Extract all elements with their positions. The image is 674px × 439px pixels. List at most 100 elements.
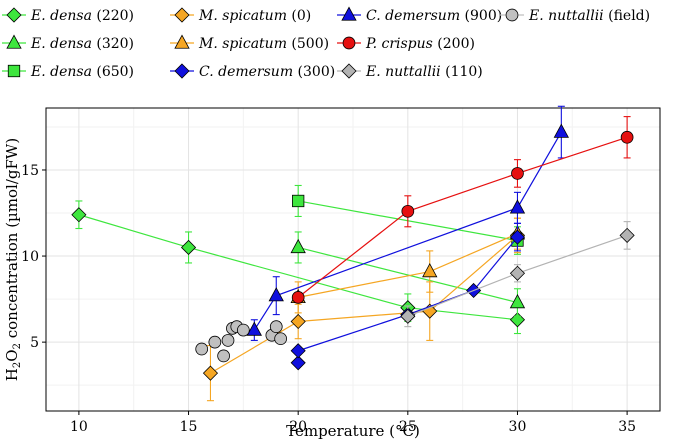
data-point <box>292 194 305 208</box>
legend-item: P. crispus (200) <box>337 36 475 52</box>
axis-ticks: 10 15 20 25 30 35 5 10 15 <box>21 163 636 435</box>
legend-item: E. densa (220) <box>2 7 134 24</box>
data-point <box>202 365 219 381</box>
legend-species: E. densa <box>30 64 92 80</box>
legend-label: M. spicatum (500) <box>198 36 329 52</box>
legend-param: (320) <box>92 36 134 52</box>
legend-param: (110) <box>441 64 483 80</box>
series-6 <box>246 105 569 341</box>
data-point <box>291 291 305 304</box>
legend-label: P. crispus (200) <box>365 36 475 52</box>
legend-marker <box>174 63 190 79</box>
x-tick-label: 10 <box>70 419 88 435</box>
data-point <box>509 199 526 214</box>
data-point <box>401 204 415 218</box>
data-point <box>290 238 306 254</box>
data-point <box>509 293 526 309</box>
series-line <box>78 214 518 321</box>
x-tick-label: 20 <box>289 419 307 435</box>
legend-param: (field) <box>604 8 650 24</box>
legend-param: (500) <box>287 36 329 52</box>
legend-species: M. spicatum <box>198 36 287 52</box>
legend-marker <box>341 6 357 21</box>
y-axis-title-o: O <box>3 349 21 361</box>
y-tick-label: 5 <box>30 335 39 351</box>
legend-param: (300) <box>293 64 335 80</box>
legend-param: (900) <box>460 8 502 24</box>
series-layer <box>71 105 635 402</box>
legend-label: E. densa (650) <box>30 64 134 80</box>
legend-label: E. nuttallii (110) <box>365 64 483 80</box>
data-point <box>208 335 222 349</box>
data-point <box>290 343 306 359</box>
legend-marker <box>6 34 22 49</box>
data-point <box>246 321 262 336</box>
series-7 <box>291 116 634 304</box>
legend-species: P. crispus <box>365 36 433 52</box>
legend-param: (220) <box>92 8 134 24</box>
legend-item: C. demersum (900) <box>337 6 502 24</box>
legend-label: E. densa (320) <box>30 36 134 52</box>
x-tick-label: 30 <box>509 419 527 435</box>
legend-marker <box>7 64 21 78</box>
data-point <box>221 334 235 347</box>
plot-frame <box>45 107 661 412</box>
legend-item: E. nuttallii (field) <box>500 8 650 24</box>
legend-item: M. spicatum (500) <box>170 34 329 52</box>
data-point <box>553 123 569 138</box>
legend-marker <box>6 7 22 23</box>
legend-species: E. densa <box>30 36 92 52</box>
y-axis-title-sub1: 2 <box>12 362 23 368</box>
legend-item: C. demersum (300) <box>170 63 335 80</box>
data-point <box>217 349 230 363</box>
legend-marker <box>341 63 357 79</box>
data-point <box>268 287 284 302</box>
legend-label: E. nuttallii (field) <box>528 8 650 24</box>
y-axis-title-rest: concentration (µmol/gFW) <box>3 138 21 343</box>
data-point <box>180 239 197 256</box>
data-point <box>290 355 306 371</box>
legend-param: (0) <box>287 8 311 24</box>
data-point <box>619 227 635 243</box>
x-tick-label: 25 <box>399 419 417 435</box>
y-tick-label: 15 <box>21 163 39 179</box>
data-point <box>290 313 306 330</box>
data-point <box>509 265 526 281</box>
legend: E. densa (220) M. spicatum (0) C. demersum… <box>2 6 650 80</box>
legend-item: M. spicatum (0) <box>170 7 311 24</box>
series-1 <box>290 231 526 317</box>
legend-label: E. densa (220) <box>30 8 134 24</box>
grid <box>46 108 660 411</box>
legend-species: E. nuttallii <box>365 64 441 80</box>
y-tick-label: 10 <box>21 249 39 265</box>
legend-marker <box>505 8 519 22</box>
series-line <box>210 234 518 374</box>
legend-species: C. demersum <box>199 64 293 80</box>
data-point <box>509 229 526 245</box>
legend-label: C. demersum (300) <box>199 64 335 80</box>
data-point <box>195 342 209 356</box>
series-line <box>298 246 518 304</box>
legend-item: E. nuttallii (110) <box>337 63 483 80</box>
x-tick-label: 35 <box>618 419 636 435</box>
data-point <box>511 167 524 180</box>
series-9 <box>195 320 287 363</box>
legend-species: M. spicatum <box>198 8 287 24</box>
legend-label: C. demersum (900) <box>366 8 502 24</box>
x-tick-label: 15 <box>180 419 198 435</box>
legend-species: E. nuttallii <box>528 8 604 24</box>
legend-param: (200) <box>433 36 475 52</box>
data-point <box>422 263 438 278</box>
x-axis-title: Temperature (°C) <box>286 422 420 439</box>
legend-label: M. spicatum (0) <box>198 8 311 24</box>
data-point <box>620 130 634 144</box>
y-axis-title-h: H <box>3 368 21 381</box>
legend-item: E. densa (650) <box>2 64 134 80</box>
series-line <box>297 136 628 298</box>
data-point <box>71 207 87 223</box>
legend-marker <box>174 34 190 49</box>
data-point <box>237 323 250 337</box>
y-axis-title-sub2: 2 <box>12 343 23 349</box>
legend-marker <box>174 7 190 23</box>
